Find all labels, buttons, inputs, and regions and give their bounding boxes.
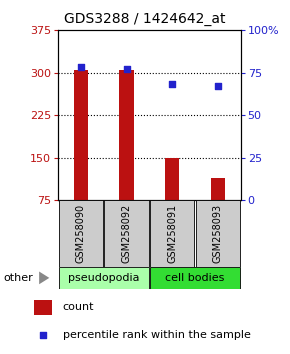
- Bar: [34, 300, 52, 315]
- Bar: [150, 200, 194, 267]
- Point: [170, 82, 175, 87]
- Text: GSM258090: GSM258090: [76, 204, 86, 263]
- Polygon shape: [39, 272, 49, 284]
- Bar: [150, 267, 240, 289]
- Bar: [59, 200, 103, 267]
- Text: percentile rank within the sample: percentile rank within the sample: [63, 330, 251, 340]
- Text: cell bodies: cell bodies: [165, 273, 225, 283]
- Bar: [119, 70, 134, 200]
- Point: [215, 83, 220, 89]
- Text: count: count: [63, 302, 94, 313]
- Point: [41, 332, 46, 338]
- Text: GSM258093: GSM258093: [213, 204, 223, 263]
- Bar: [104, 200, 149, 267]
- Bar: [211, 178, 225, 200]
- Bar: [74, 70, 88, 200]
- Text: GSM258091: GSM258091: [167, 204, 177, 263]
- Bar: [165, 158, 180, 200]
- Bar: [59, 267, 149, 289]
- Point: [79, 65, 83, 70]
- Text: other: other: [3, 273, 33, 283]
- Text: GSM258092: GSM258092: [122, 204, 131, 263]
- Text: GDS3288 / 1424642_at: GDS3288 / 1424642_at: [64, 12, 226, 27]
- Bar: [196, 200, 240, 267]
- Text: pseudopodia: pseudopodia: [68, 273, 139, 283]
- Point: [124, 66, 129, 72]
